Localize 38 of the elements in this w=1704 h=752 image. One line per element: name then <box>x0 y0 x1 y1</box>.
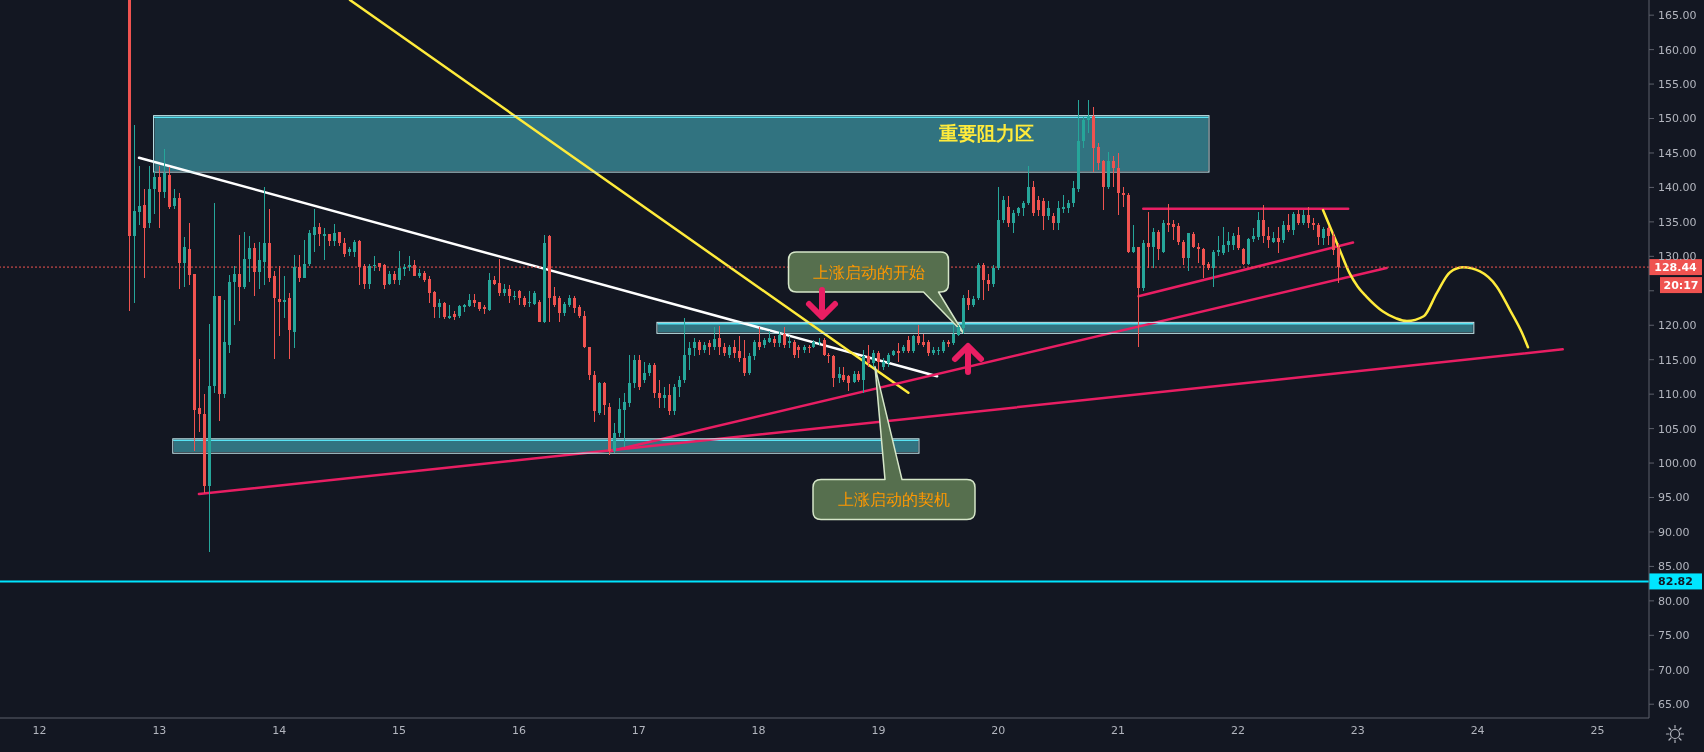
y-tick-label: 120.00 <box>1658 319 1697 333</box>
y-tick-label: 100.00 <box>1658 456 1697 470</box>
x-tick-label: 23 <box>1350 723 1365 737</box>
y-tick-label: 110.00 <box>1658 388 1697 402</box>
x-tick-label: 24 <box>1470 723 1485 737</box>
y-tick-label: 160.00 <box>1658 43 1697 57</box>
y-tick-label: 155.00 <box>1658 77 1697 91</box>
x-tick-label: 20 <box>991 723 1006 737</box>
y-tick-label: 90.00 <box>1658 525 1690 539</box>
y-tick-label: 95.00 <box>1658 491 1690 505</box>
x-tick-label: 22 <box>1230 723 1245 737</box>
y-tick-label: 150.00 <box>1658 112 1697 126</box>
y-tick-label: 165.00 <box>1658 9 1697 23</box>
y-tick-label: 70.00 <box>1658 663 1690 677</box>
x-tick-label: 18 <box>751 723 766 737</box>
y-tick-label: 80.00 <box>1658 594 1690 608</box>
x-tick-label: 13 <box>152 723 167 737</box>
x-tick-label: 12 <box>32 723 47 737</box>
ref-line-label: 82.82 <box>1658 575 1693 589</box>
y-tick-label: 65.00 <box>1658 698 1690 712</box>
y-tick-label: 85.00 <box>1658 560 1690 574</box>
ref-line-label: 128.44 <box>1654 260 1698 274</box>
y-tick-label: 135.00 <box>1658 215 1697 229</box>
x-tick-label: 21 <box>1111 723 1126 737</box>
y-tick-label: 145.00 <box>1658 146 1697 160</box>
y-tick-label: 105.00 <box>1658 422 1697 436</box>
annotation: 重要阻力区 <box>938 121 1035 144</box>
x-tick-label: 15 <box>392 723 407 737</box>
x-tick-label: 25 <box>1590 723 1605 737</box>
x-tick-label: 19 <box>871 723 886 737</box>
x-tick-label: 14 <box>272 723 287 737</box>
y-tick-label: 115.00 <box>1658 353 1697 367</box>
y-tick-label: 75.00 <box>1658 629 1690 643</box>
x-tick-label: 16 <box>511 723 526 737</box>
annotation: 上涨启动的开始 <box>812 262 925 282</box>
annotation: 上涨启动的契机 <box>838 490 950 510</box>
x-tick-label: 17 <box>631 723 646 737</box>
y-tick-label: 140.00 <box>1658 181 1697 195</box>
